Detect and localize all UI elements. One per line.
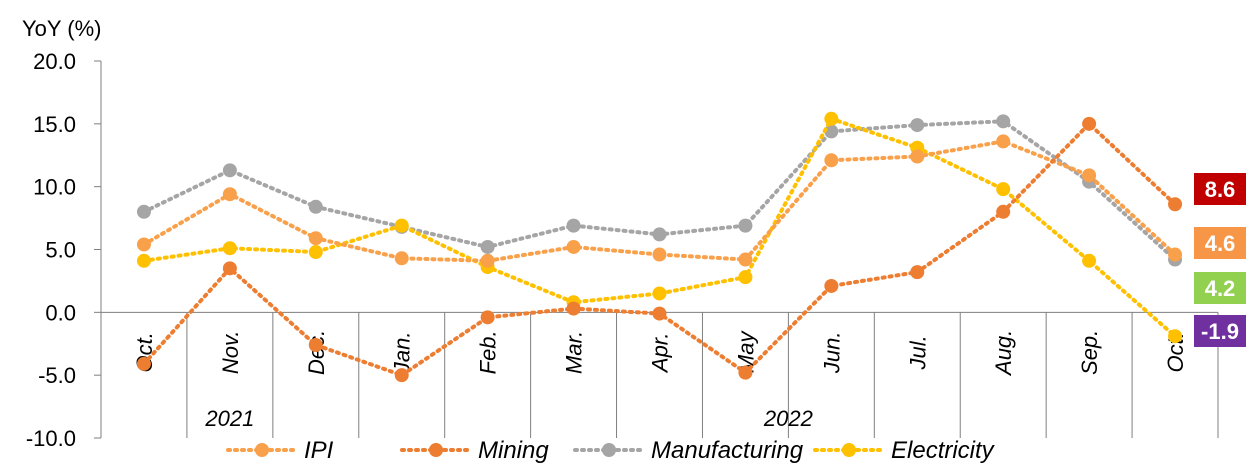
data-point [1082,168,1097,183]
end-value-text: -1.9 [1201,319,1239,344]
y-tick-label: -5.0 [38,363,76,388]
data-point [308,231,323,246]
end-value-box [1194,173,1246,205]
data-point [222,241,237,256]
end-labels: 8.6 4.6 4.2 -1.9 [1194,173,1246,347]
end-value-text: 4.2 [1205,276,1236,301]
legend-label: Mining [478,437,549,464]
data-point [910,118,925,133]
end-value-text: 8.6 [1205,177,1236,202]
x-tick-label: Apr. [648,333,673,375]
x-tick-label: Jan. [390,332,415,375]
data-point [1168,329,1183,344]
legend-label: IPI [304,437,334,464]
y-tick-label: 10.0 [33,175,76,200]
data-point [996,182,1011,197]
data-point [566,301,581,316]
data-point [1168,247,1183,262]
y-tick-label: -10.0 [26,426,76,451]
end-value-label: -1.9 [1194,315,1246,347]
data-point [566,218,581,233]
legend-swatch-marker [602,443,616,457]
data-point [996,114,1011,129]
x-tick-label: Jul. [905,335,930,370]
data-point [738,270,753,285]
end-value-label: 8.6 [1194,173,1246,205]
legend-label: Electricity [891,437,996,464]
series-manufacturing [136,114,1183,267]
data-point [394,218,409,233]
data-point [996,134,1011,149]
legend-swatch-marker [255,443,269,457]
data-point [652,247,667,262]
data-point [824,111,839,126]
data-point [136,204,151,219]
data-point [996,204,1011,219]
data-point [824,278,839,293]
y-axis-title: YoY (%) [22,16,102,41]
data-point [566,239,581,254]
end-value-label: 4.2 [1194,272,1246,304]
data-point [308,199,323,214]
data-point [222,187,237,202]
end-value-box [1194,315,1246,347]
data-point [1082,253,1097,268]
data-point [738,218,753,233]
x-tick-label: Feb. [476,330,501,374]
year-group-label: 2021 [204,406,254,431]
data-point [136,253,151,268]
x-tick-label: Nov. [218,331,243,375]
data-point [652,227,667,242]
data-point [1082,116,1097,131]
end-value-label: 4.6 [1194,227,1246,259]
y-tick-label: 0.0 [45,300,76,325]
data-point [1168,197,1183,212]
data-point [652,306,667,321]
x-tick-label: Jun. [819,332,844,375]
end-value-box [1194,227,1246,259]
legend-swatch-marker [429,443,443,457]
legend-item-manufacturing: Manufacturing [573,437,804,464]
data-point [910,149,925,164]
data-point [824,124,839,139]
data-point [824,153,839,168]
data-point [136,237,151,252]
legend-item-electricity: Electricity [813,437,996,464]
data-point [480,310,495,325]
data-point [394,368,409,383]
data-point [480,239,495,254]
data-point [738,365,753,380]
data-point [136,356,151,371]
data-point [652,286,667,301]
legend: IPI Mining Manufacturing Electricity [226,437,996,464]
data-point [910,265,925,280]
end-value-text: 4.6 [1205,231,1236,256]
x-tick-label: Aug. [991,330,1016,377]
data-point [394,251,409,266]
y-tick-label: 20.0 [33,49,76,74]
legend-item-mining: Mining [400,437,549,464]
year-group-label: 2022 [763,406,813,431]
y-tick-label: 15.0 [33,112,76,137]
data-point [308,245,323,260]
y-tick-label: 5.0 [45,238,76,263]
series-mining [136,116,1183,383]
legend-item-ipi: IPI [226,437,334,464]
data-point [222,261,237,276]
data-point [308,338,323,353]
legend-swatch-marker [842,443,856,457]
series-ipi [136,134,1183,268]
x-tick-label: Mar. [562,331,587,374]
data-point [738,252,753,267]
data-point [480,253,495,268]
data-point [222,163,237,178]
legend-label: Manufacturing [651,437,804,464]
x-tick-label: Sep. [1077,330,1102,375]
end-value-box [1194,272,1246,304]
series-layer [136,111,1183,383]
